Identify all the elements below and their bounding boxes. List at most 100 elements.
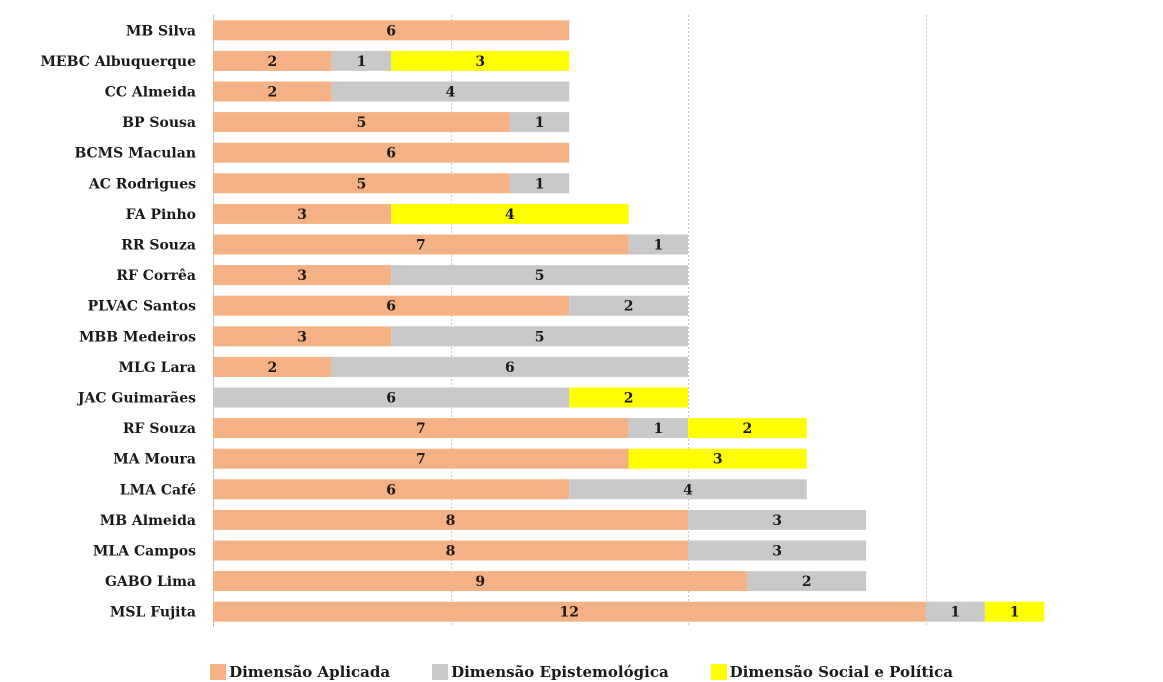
data-label: 3 xyxy=(713,452,723,468)
category-label: CC Almeida xyxy=(105,85,196,101)
data-label: 5 xyxy=(357,115,367,131)
data-label: 6 xyxy=(386,299,396,315)
category-label: RF Corrêa xyxy=(116,268,196,284)
category-label: RF Souza xyxy=(123,421,196,437)
legend-label-aplicada: Dimensão Aplicada xyxy=(229,663,391,681)
data-label: 8 xyxy=(446,513,456,529)
data-label: 2 xyxy=(802,574,812,590)
data-label: 8 xyxy=(446,544,456,560)
category-label: RR Souza xyxy=(121,238,196,254)
bar-segment xyxy=(391,265,688,286)
category-label: LMA Café xyxy=(120,482,196,498)
bar-segment xyxy=(213,509,688,530)
data-label: 6 xyxy=(386,146,396,162)
bar-segment xyxy=(984,601,1045,622)
bar-segment xyxy=(391,326,688,347)
bars xyxy=(213,20,1045,622)
bar-segment xyxy=(213,418,629,439)
legend-item-aplicada: Dimensão Aplicada xyxy=(210,663,390,681)
bar-segment xyxy=(213,295,570,316)
bar-segment xyxy=(213,326,392,347)
category-label: MLG Lara xyxy=(118,360,196,376)
bar-segment xyxy=(213,112,510,133)
category-label: MA Moura xyxy=(113,452,196,468)
data-label: 9 xyxy=(475,574,485,590)
data-label: 3 xyxy=(772,544,782,560)
category-label: GABO Lima xyxy=(105,574,196,590)
data-label: 2 xyxy=(268,85,278,101)
bar-segment xyxy=(213,142,570,163)
legend-label-social-politica: Dimensão Social e Política xyxy=(729,663,953,681)
bar-segment xyxy=(213,265,392,286)
bar-segment xyxy=(213,601,926,622)
legend-swatch-epistemologica xyxy=(432,664,449,680)
bar-segment xyxy=(688,418,807,439)
bar-segment xyxy=(569,295,688,316)
bar-segment xyxy=(213,81,332,102)
category-label: BCMS Maculan xyxy=(74,146,196,162)
data-label: 4 xyxy=(446,85,456,101)
data-label: 1 xyxy=(950,605,960,621)
data-label: 3 xyxy=(475,54,485,70)
data-label: 4 xyxy=(505,207,515,223)
bar-segment xyxy=(509,173,570,194)
bar-segment xyxy=(569,479,807,500)
bar-segment xyxy=(331,50,392,71)
data-label: 2 xyxy=(624,299,634,315)
data-label: 3 xyxy=(297,268,307,284)
bar-segment xyxy=(628,418,688,439)
bar-segment xyxy=(213,387,570,408)
data-label: 6 xyxy=(505,360,515,376)
data-label: 2 xyxy=(743,421,753,437)
category-label: AC Rodrigues xyxy=(88,176,196,192)
bar-segment xyxy=(747,571,867,592)
bar-segment xyxy=(331,81,570,102)
data-label: 1 xyxy=(535,115,545,131)
bar-segment xyxy=(213,356,332,377)
data-label: 7 xyxy=(416,421,426,437)
data-label: 7 xyxy=(416,452,426,468)
data-label: 12 xyxy=(560,605,579,621)
data-label: 1 xyxy=(653,421,663,437)
bar-segment xyxy=(213,20,570,41)
category-label: PLVAC Santos xyxy=(88,299,197,315)
bar-segment xyxy=(509,112,570,133)
data-label: 3 xyxy=(772,513,782,529)
data-label: 3 xyxy=(297,329,307,345)
category-label: MEBC Albuquerque xyxy=(40,54,196,70)
bar-segment xyxy=(688,540,867,561)
category-label: MLA Campos xyxy=(93,544,196,560)
bar-segment xyxy=(213,234,629,255)
data-label: 2 xyxy=(268,360,278,376)
category-label: FA Pinho xyxy=(126,207,196,223)
data-label: 3 xyxy=(297,207,307,223)
bar-segment xyxy=(213,540,688,561)
bar-segment xyxy=(391,203,629,224)
data-label: 2 xyxy=(624,391,634,407)
category-label: MSL Fujita xyxy=(110,605,196,621)
data-label: 5 xyxy=(535,329,545,345)
bar-segment xyxy=(628,234,688,255)
bar-segment xyxy=(213,203,392,224)
data-label: 5 xyxy=(357,176,367,192)
category-label: MB Silva xyxy=(126,23,196,39)
stacked-bar-chart: MB Silva MEBC Albuquerque CC Almeida BP Sou… xyxy=(40,15,1045,627)
data-label: 7 xyxy=(416,238,426,254)
category-label: JAC Guimarães xyxy=(76,390,196,407)
bar-segment xyxy=(391,50,570,71)
data-label: 6 xyxy=(386,391,396,407)
bar-segment xyxy=(213,173,510,194)
legend: Dimensão Aplicada Dimensão Epistemológic… xyxy=(0,662,1163,682)
category-label: BP Sousa xyxy=(122,115,196,131)
legend-swatch-aplicada xyxy=(210,664,227,680)
legend-label-epistemologica: Dimensão Epistemológica xyxy=(451,663,669,681)
data-label: 4 xyxy=(683,482,693,498)
data-label: 1 xyxy=(1010,605,1020,621)
legend-item-epistemologica: Dimensão Epistemológica xyxy=(432,663,669,681)
bar-segment xyxy=(213,479,570,500)
data-labels: 62 1 32 45 165 13 47 13 56 23 52 66 27 1 27 36 48 38 39 212… xyxy=(268,23,1020,620)
bar-segment xyxy=(213,448,629,469)
bar-segment xyxy=(688,509,867,530)
data-label: 6 xyxy=(386,482,396,498)
category-label: MB Almeida xyxy=(100,513,196,529)
